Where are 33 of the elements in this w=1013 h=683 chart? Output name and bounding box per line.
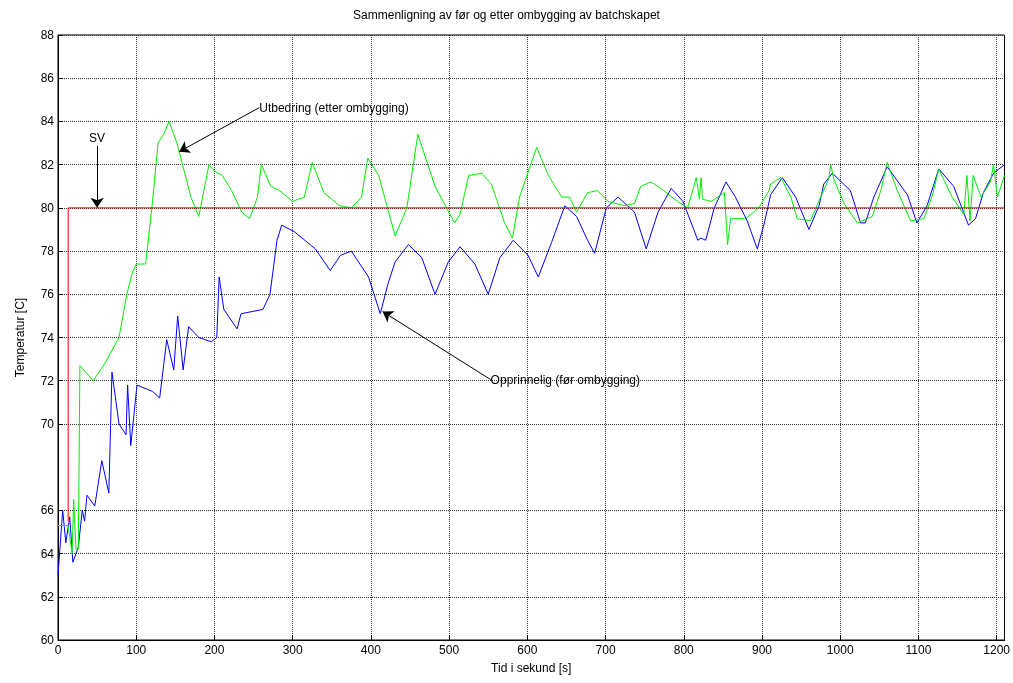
y-tick-label: 86: [40, 71, 55, 86]
x-tick-label: 200: [204, 643, 225, 657]
x-tick-label: 1200: [983, 643, 1011, 657]
x-tick-label: 1000: [826, 643, 854, 657]
x-axis-title: Tid i sekund [s]: [491, 661, 572, 675]
annotation: Opprinnelig (før ombygging): [490, 372, 641, 387]
y-tick-label: 82: [40, 157, 55, 172]
y-tick-label: 76: [40, 287, 55, 302]
y-tick-label: 80: [40, 200, 55, 215]
x-tick-label: 700: [595, 643, 616, 657]
x-tick-label: 800: [673, 643, 695, 657]
y-tick-label: 62: [40, 589, 55, 604]
y-tick-label: 78: [40, 244, 55, 259]
y-tick-label: 70: [40, 416, 55, 431]
y-tick-label: 60: [40, 633, 55, 647]
x-tick-label: 600: [517, 643, 538, 657]
y-tick-label: 84: [40, 114, 55, 129]
y-tick-label: 72: [40, 373, 55, 388]
x-tick-label: 300: [282, 643, 303, 657]
annotation: SV: [89, 130, 106, 145]
x-tick-label: 900: [751, 643, 773, 657]
x-tick-label: 0: [54, 643, 62, 657]
annotation: Utbedring (etter ombygging): [259, 100, 409, 115]
y-tick-label: 74: [40, 330, 55, 345]
y-tick-label: 66: [40, 503, 55, 518]
y-axis-title: Temperatur [C]: [13, 297, 27, 378]
x-tick-label: 100: [126, 643, 147, 657]
x-tick-label: 1100: [905, 643, 932, 657]
y-tick-label: 88: [40, 28, 55, 42]
y-tick-label: 64: [40, 546, 55, 561]
x-tick-label: 500: [439, 643, 460, 657]
chart-title: Sammenligning av før og etter ombygging av batchskapet: [353, 8, 661, 22]
x-tick-label: 400: [360, 643, 382, 657]
